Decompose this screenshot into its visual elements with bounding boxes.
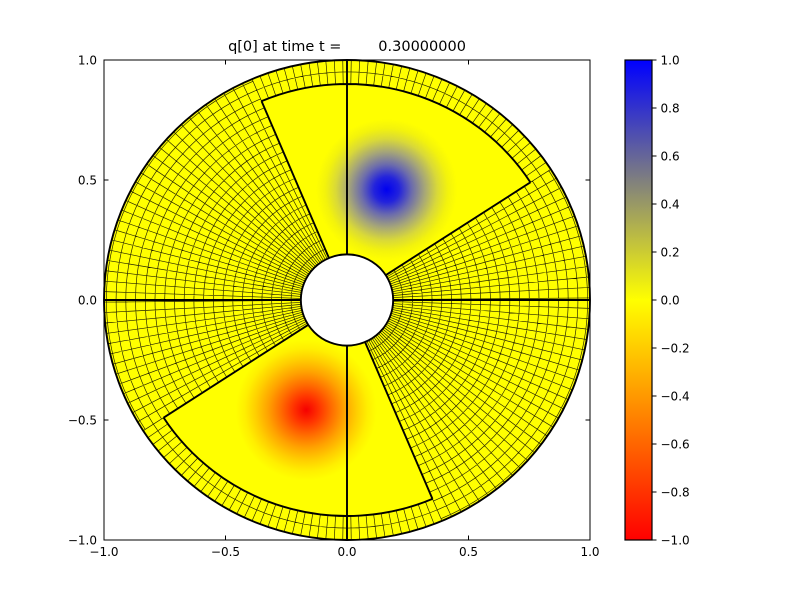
colorbar-tick-label: −1.0	[661, 534, 690, 548]
x-tick-label: 1.0	[580, 545, 599, 559]
colorbar-tick-label: 0.8	[661, 102, 680, 116]
colorbar-tick-label: −0.2	[661, 342, 690, 356]
colorbar-tick-label: 1.0	[661, 54, 680, 68]
axes-ticks	[103, 59, 591, 541]
colorbar-ticks	[652, 59, 657, 541]
y-tick-label: 1.0	[78, 54, 97, 68]
colorbar-tick-label: 0.6	[661, 150, 680, 164]
y-tick-label: 0.0	[78, 294, 97, 308]
inner-boundary-circle	[299, 253, 395, 347]
x-tick-label: 0.5	[459, 545, 478, 559]
x-tick-label: −1.0	[89, 545, 118, 559]
colorbar-gradient	[625, 60, 652, 540]
y-tick-label: −0.5	[68, 414, 97, 428]
negative-blob-sector	[163, 324, 433, 517]
x-tick-label: −0.5	[211, 545, 240, 559]
x-tick-label: 0.0	[337, 545, 356, 559]
positive-blob-sector	[261, 83, 531, 276]
colorbar-tick-label: −0.4	[661, 390, 690, 404]
colorbar-tick-label: −0.6	[661, 438, 690, 452]
colorbar-tick-label: −0.8	[661, 486, 690, 500]
colorbar-tick-label: 0.4	[661, 198, 680, 212]
plot-title: q[0] at time t = 0.30000000	[228, 39, 466, 55]
y-tick-label: −1.0	[68, 534, 97, 548]
colorbar-tick-label: 0.2	[661, 246, 680, 260]
y-tick-label: 0.5	[78, 174, 97, 188]
refined-band-mesh-lines	[147, 60, 547, 540]
colorbar-tick-label: 0.0	[661, 294, 680, 308]
patch-borders	[104, 60, 590, 540]
